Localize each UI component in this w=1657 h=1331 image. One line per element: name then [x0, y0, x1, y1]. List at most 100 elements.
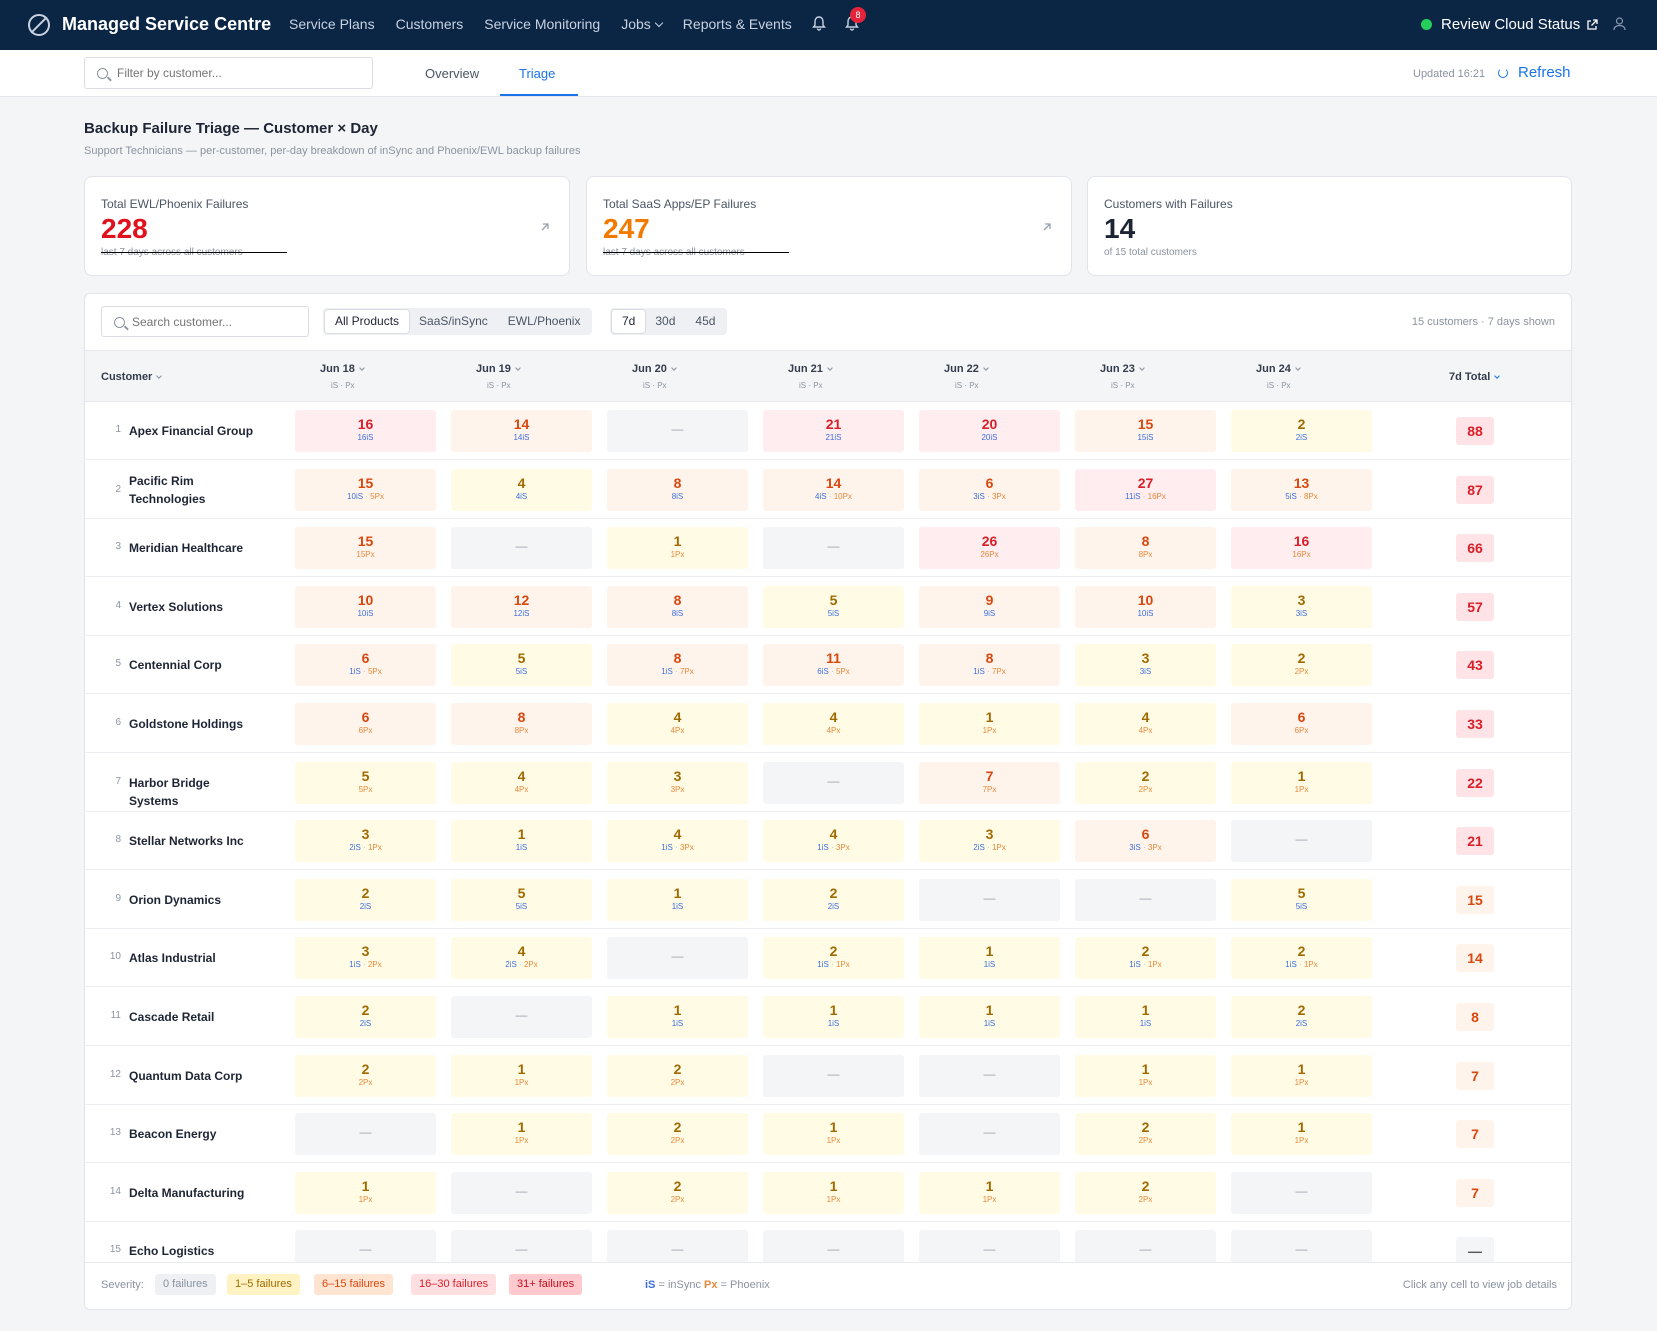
customer-name[interactable]: Quantum Data Corp — [129, 1068, 243, 1083]
user-icon[interactable] — [1613, 17, 1626, 36]
customer-name[interactable]: Beacon Energy — [129, 1127, 217, 1142]
failure-cell[interactable]: 1 1iS — [1075, 996, 1216, 1038]
empty-cell[interactable]: — — [1231, 820, 1372, 863]
customer-name[interactable]: Pacific Rim Technologies — [129, 473, 206, 506]
row-total[interactable]: 33 — [1456, 710, 1494, 738]
table-row[interactable]: 6 Goldstone Holdings 6 6Px 8 8Px 4 4Px 4 4Px 1 1Px 4… — [85, 695, 1571, 753]
filter-saas-insync[interactable]: SaaS/inSync — [419, 314, 488, 328]
failure-cell[interactable]: 6 6Px — [1231, 703, 1372, 745]
arrow-up-right-icon[interactable] — [539, 221, 551, 233]
table-row[interactable]: 3 Meridian Healthcare 15 15Px —1 1Px —26 26Px 8 8… — [85, 519, 1571, 578]
failure-cell[interactable]: 4 2iS · 2Px — [451, 937, 592, 980]
row-total[interactable]: 87 — [1456, 475, 1494, 504]
failure-cell[interactable]: 2 2Px — [1075, 1113, 1216, 1156]
failure-cell[interactable]: 1 1Px — [1231, 1113, 1372, 1156]
customer-name[interactable]: Goldstone Holdings — [129, 717, 243, 731]
failure-cell[interactable]: 15 15Px — [295, 527, 436, 570]
column-day[interactable]: Jun 19 iS · Px — [476, 363, 521, 390]
range-30d[interactable]: 30d — [655, 314, 676, 328]
failure-cell[interactable]: 6 6Px — [295, 703, 436, 745]
column-day[interactable]: Jun 23 iS · Px — [1100, 363, 1145, 390]
failure-cell[interactable]: 16 16Px — [1231, 527, 1372, 570]
customer-name[interactable]: Apex Financial Group — [129, 424, 254, 438]
failure-cell[interactable]: 3 2iS · 1Px — [295, 820, 436, 863]
customer-name[interactable]: Centennial Corp — [129, 658, 222, 673]
table-row[interactable]: 9 Orion Dynamics 2 2iS 5 5iS 1 1iS 2 2iS — —5 5iS 15 — [85, 871, 1571, 929]
failure-cell[interactable]: 3 1iS · 2Px — [295, 937, 436, 980]
failure-cell[interactable]: 1 1Px — [763, 1113, 904, 1156]
empty-cell[interactable]: — — [763, 1054, 904, 1097]
failure-cell[interactable]: 8 8Px — [451, 703, 592, 745]
failure-cell[interactable]: 1 1Px — [607, 527, 748, 570]
failure-cell[interactable]: 1 1Px — [763, 1171, 904, 1214]
nav-item-customers[interactable]: Customers — [395, 16, 464, 32]
failure-cell[interactable]: 16 16iS — [295, 410, 436, 452]
empty-cell[interactable]: — — [763, 761, 904, 804]
empty-cell[interactable]: — — [451, 1171, 592, 1214]
table-row[interactable]: 1 Apex Financial Group 16 16iS 14 14iS —21 21iS… — [85, 402, 1571, 460]
customer-name[interactable]: Harbor Bridge Systems — [129, 775, 210, 808]
failure-cell[interactable]: 5 5iS — [763, 585, 904, 628]
row-total[interactable]: 88 — [1456, 417, 1494, 445]
failure-cell[interactable]: 2 2Px — [1075, 761, 1216, 804]
failure-cell[interactable]: 21 21iS — [763, 410, 904, 452]
refresh-button[interactable]: Refresh — [1498, 64, 1571, 81]
range-7d[interactable]: 7d — [612, 310, 646, 333]
empty-cell[interactable]: — — [451, 996, 592, 1038]
table-row[interactable]: 14 Delta Manufacturing 1 1Px —2 2Px 1 1Px 1 1Px 2 2… — [85, 1164, 1571, 1222]
failure-cell[interactable]: 1 1iS — [607, 996, 748, 1038]
failure-cell[interactable]: 4 4Px — [607, 703, 748, 745]
row-total[interactable]: 43 — [1456, 651, 1494, 680]
row-total[interactable]: 7 — [1456, 1120, 1494, 1149]
table-row[interactable]: 8 Stellar Networks Inc 3 2iS · 1Px 1 1iS 4 1iS … — [85, 812, 1571, 871]
nav-item-service-plans[interactable]: Service Plans — [289, 16, 375, 32]
range-45d[interactable]: 45d — [695, 314, 716, 328]
filter-customer-input[interactable] — [117, 58, 357, 88]
failure-cell[interactable]: 27 11iS · 16Px — [1075, 468, 1216, 511]
failure-cell[interactable]: 1 1Px — [919, 703, 1060, 745]
empty-cell[interactable]: — — [607, 410, 748, 452]
customer-name[interactable]: Delta Manufacturing — [129, 1185, 245, 1200]
customer-search-input[interactable] — [132, 307, 292, 336]
failure-cell[interactable]: 2 2iS — [1231, 996, 1372, 1038]
failure-cell[interactable]: 1 1iS — [919, 996, 1060, 1038]
customer-name[interactable]: Orion Dynamics — [129, 892, 222, 907]
failure-cell[interactable]: 8 8iS — [607, 468, 748, 511]
card-saas-failures[interactable]: Total SaaS Apps/EP Failures 247 last 7 d… — [586, 176, 1072, 276]
failure-cell[interactable]: 5 5iS — [451, 644, 592, 687]
table-row[interactable]: 4 Vertex Solutions 10 10iS 12 12iS 8 8iS 5 5iS 9 9i… — [85, 578, 1571, 636]
empty-cell[interactable]: — — [919, 878, 1060, 921]
cloud-status-link[interactable]: Review Cloud Status — [1421, 16, 1598, 33]
nav-item-jobs[interactable]: Jobs — [621, 16, 664, 32]
failure-cell[interactable]: 2 2Px — [1075, 1171, 1216, 1214]
row-total[interactable]: 14 — [1456, 944, 1494, 973]
failure-cell[interactable]: 1 1Px — [1231, 761, 1372, 804]
table-row[interactable]: 5 Centennial Corp 6 1iS · 5Px 5 5iS 8 1iS · 7Px… — [85, 636, 1571, 695]
table-row[interactable]: 2 Pacific Rim Technologies 15 10iS · 5Px 4 4i… — [85, 461, 1571, 519]
failure-cell[interactable]: 10 10iS — [1075, 585, 1216, 628]
empty-cell[interactable]: — — [1231, 1171, 1372, 1214]
table-row[interactable]: 11 Cascade Retail 2 2iS —1 1iS 1 1iS 1 1iS 1 1iS 2 2i… — [85, 988, 1571, 1046]
failure-cell[interactable]: 1 1Px — [451, 1054, 592, 1097]
failure-cell[interactable]: 4 4Px — [1075, 703, 1216, 745]
column-day[interactable]: Jun 24 iS · Px — [1256, 363, 1301, 390]
logo-icon[interactable] — [28, 14, 50, 36]
failure-cell[interactable]: 6 1iS · 5Px — [295, 644, 436, 687]
customer-name[interactable]: Meridian Healthcare — [129, 541, 244, 556]
customer-name[interactable]: Stellar Networks Inc — [129, 834, 244, 849]
failure-cell[interactable]: 2 2iS — [763, 878, 904, 921]
failure-cell[interactable]: 1 1Px — [451, 1113, 592, 1156]
column-customer[interactable]: Customer — [101, 371, 163, 383]
failure-cell[interactable]: 2 2Px — [607, 1054, 748, 1097]
failure-cell[interactable]: 2 2Px — [607, 1171, 748, 1214]
column-7d-total[interactable]: 7d Total — [1449, 371, 1501, 383]
failure-cell[interactable]: 8 8iS — [607, 585, 748, 628]
failure-cell[interactable]: 4 1iS · 3Px — [607, 820, 748, 863]
failure-cell[interactable]: 1 1Px — [919, 1171, 1060, 1214]
failure-cell[interactable]: 1 1Px — [1075, 1054, 1216, 1097]
tab-overview[interactable]: Overview — [425, 66, 480, 81]
empty-cell[interactable]: — — [763, 527, 904, 570]
customer-name[interactable]: Echo Logistics — [129, 1244, 215, 1259]
failure-cell[interactable]: 11 6iS · 5Px — [763, 644, 904, 687]
failure-cell[interactable]: 1 1iS — [919, 937, 1060, 980]
